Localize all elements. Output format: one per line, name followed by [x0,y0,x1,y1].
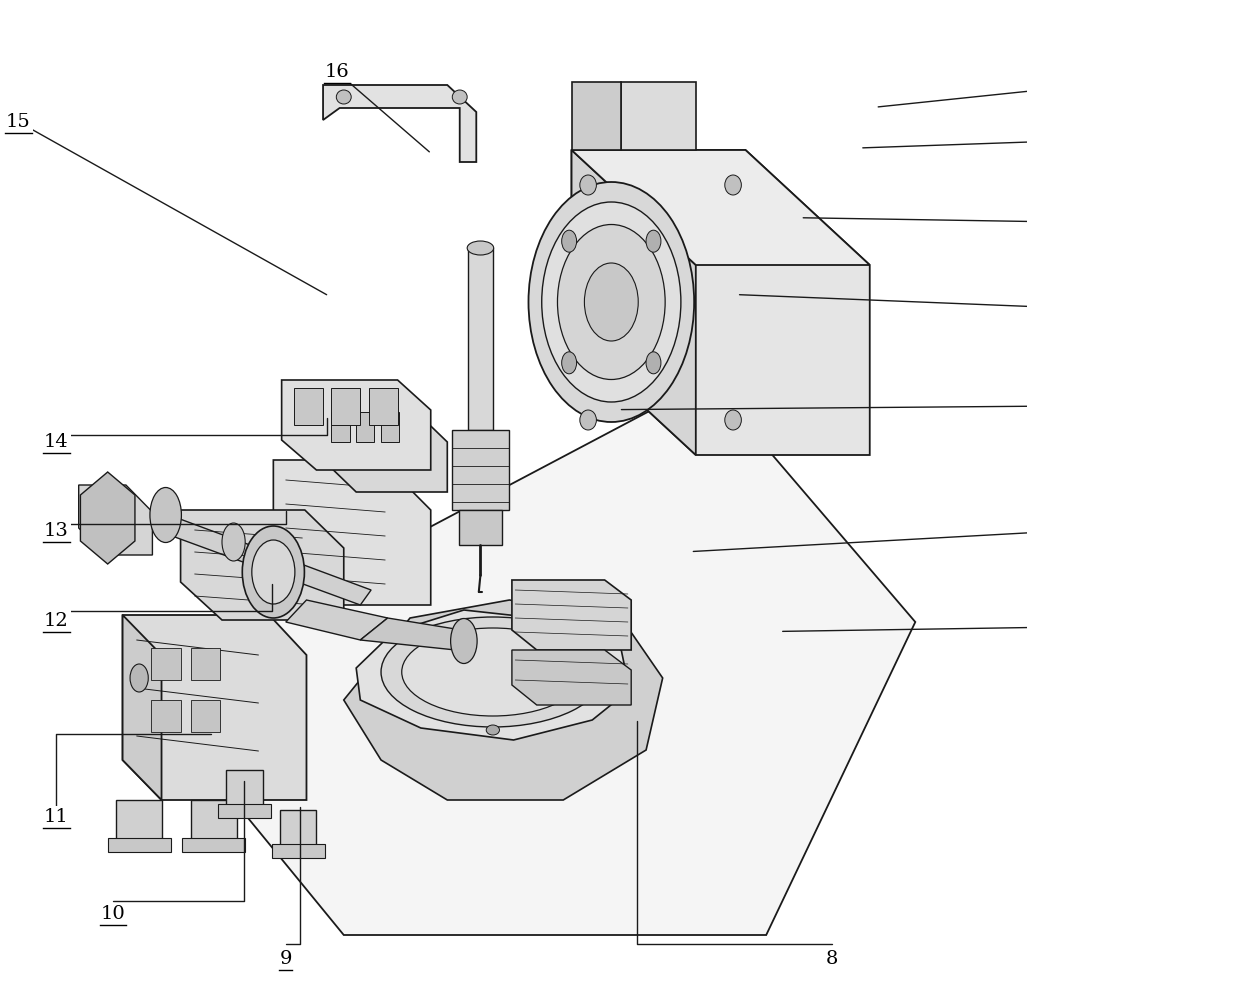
Polygon shape [218,804,270,818]
Ellipse shape [528,182,694,422]
Ellipse shape [242,526,304,618]
Polygon shape [368,388,398,425]
Polygon shape [356,412,374,442]
Polygon shape [572,82,621,150]
Polygon shape [459,510,502,545]
Text: 14: 14 [45,433,69,451]
Polygon shape [331,412,350,442]
Polygon shape [226,770,263,808]
Polygon shape [285,600,388,640]
Polygon shape [315,402,448,492]
Polygon shape [343,600,662,800]
Text: 10: 10 [100,905,125,923]
Polygon shape [572,150,696,455]
Polygon shape [381,412,399,442]
Polygon shape [453,430,508,510]
Polygon shape [572,150,869,265]
Ellipse shape [467,241,494,255]
Ellipse shape [486,725,500,735]
Polygon shape [361,618,474,650]
Polygon shape [182,838,246,852]
Ellipse shape [580,175,596,195]
Ellipse shape [646,352,661,374]
Text: 13: 13 [45,522,69,540]
Text: 8: 8 [826,950,838,968]
Polygon shape [191,800,237,842]
Polygon shape [273,460,430,605]
Ellipse shape [402,628,584,716]
Polygon shape [151,648,181,680]
Polygon shape [324,85,476,162]
Ellipse shape [280,549,300,581]
Ellipse shape [584,263,639,341]
Polygon shape [108,838,171,852]
Polygon shape [129,510,371,605]
Ellipse shape [252,540,295,604]
Ellipse shape [646,230,661,252]
Ellipse shape [725,175,742,195]
Ellipse shape [130,664,149,692]
Polygon shape [572,150,869,455]
Ellipse shape [453,90,467,104]
Ellipse shape [542,202,681,402]
Ellipse shape [336,90,351,104]
Polygon shape [136,380,915,935]
Text: 16: 16 [325,63,350,81]
Text: 11: 11 [45,808,69,826]
Polygon shape [151,700,181,732]
Text: 9: 9 [279,950,291,968]
Ellipse shape [222,523,246,561]
Ellipse shape [558,225,665,380]
Ellipse shape [150,488,181,542]
Text: 15: 15 [6,113,31,131]
Polygon shape [467,248,492,430]
Polygon shape [331,388,361,425]
Text: 12: 12 [45,612,69,630]
Polygon shape [356,610,630,740]
Polygon shape [191,700,221,732]
Polygon shape [512,580,631,650]
Ellipse shape [725,410,742,430]
Ellipse shape [450,618,477,663]
Polygon shape [117,800,162,842]
Ellipse shape [562,230,577,252]
Polygon shape [191,648,221,680]
Polygon shape [272,844,325,858]
Polygon shape [280,810,316,848]
Ellipse shape [580,410,596,430]
Polygon shape [281,380,430,470]
Polygon shape [294,388,324,425]
Ellipse shape [381,617,605,727]
Ellipse shape [562,352,577,374]
Polygon shape [78,485,153,555]
Polygon shape [181,510,343,620]
Polygon shape [81,472,135,564]
Polygon shape [123,615,161,800]
Polygon shape [123,615,306,800]
Polygon shape [512,650,631,705]
Polygon shape [621,82,696,150]
